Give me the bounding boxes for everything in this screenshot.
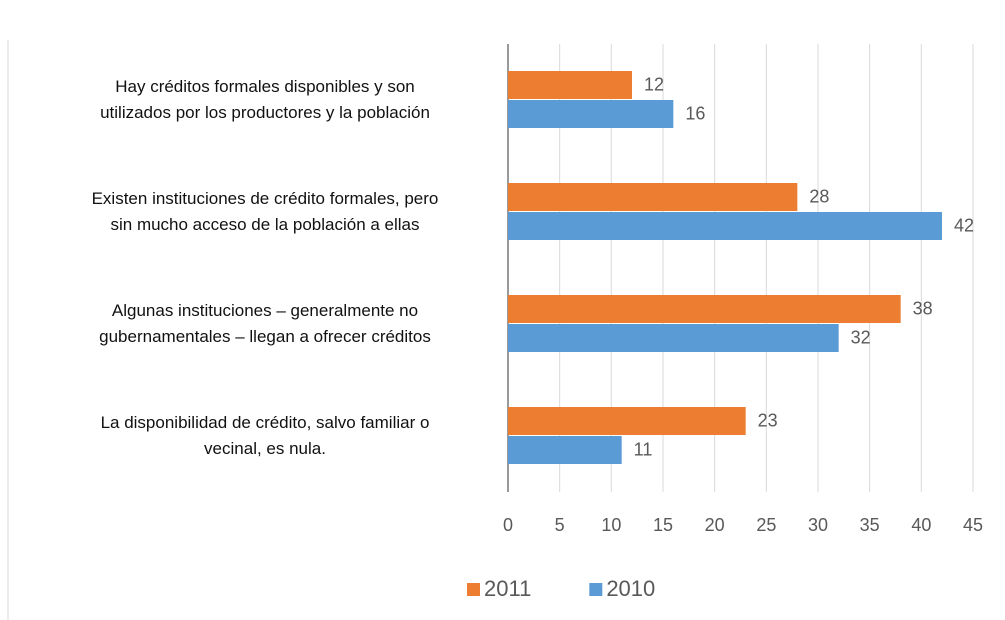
- category-label: Existen instituciones de crédito formale…: [91, 189, 439, 234]
- bar: [508, 100, 674, 128]
- category-label: Hay créditos formales disponibles y son …: [100, 77, 430, 122]
- bar: [508, 407, 746, 435]
- bar: [508, 436, 622, 464]
- data-label: 28: [809, 186, 829, 206]
- x-tick-label: 10: [601, 515, 621, 535]
- data-label: 32: [851, 327, 871, 347]
- legend-label: 2010: [606, 576, 655, 601]
- x-tick-label: 20: [705, 515, 725, 535]
- x-tick-label: 40: [911, 515, 931, 535]
- x-tick-label: 15: [653, 515, 673, 535]
- legend-label: 2011: [484, 576, 531, 601]
- bar: [508, 71, 632, 99]
- data-label: 23: [758, 410, 778, 430]
- data-label: 11: [634, 439, 653, 459]
- x-tick-label: 45: [963, 515, 983, 535]
- legend-swatch: [467, 583, 480, 596]
- x-tick-label: 30: [808, 515, 828, 535]
- bar: [508, 183, 798, 211]
- data-label: 12: [644, 74, 664, 94]
- data-label: 42: [954, 215, 974, 235]
- legend-swatch: [589, 583, 603, 596]
- x-tick-label: 35: [860, 515, 880, 535]
- x-tick-label: 5: [555, 515, 565, 535]
- bar: [508, 295, 901, 323]
- data-label: 38: [913, 298, 933, 318]
- bar: [508, 212, 942, 240]
- bar: [508, 324, 839, 352]
- x-tick-label: 0: [503, 515, 513, 535]
- data-label: 16: [685, 103, 705, 123]
- category-label: Algunas instituciones – generalmente no …: [99, 301, 431, 346]
- x-tick-label: 25: [756, 515, 776, 535]
- category-label: La disponibilidad de crédito, salvo fami…: [100, 413, 430, 458]
